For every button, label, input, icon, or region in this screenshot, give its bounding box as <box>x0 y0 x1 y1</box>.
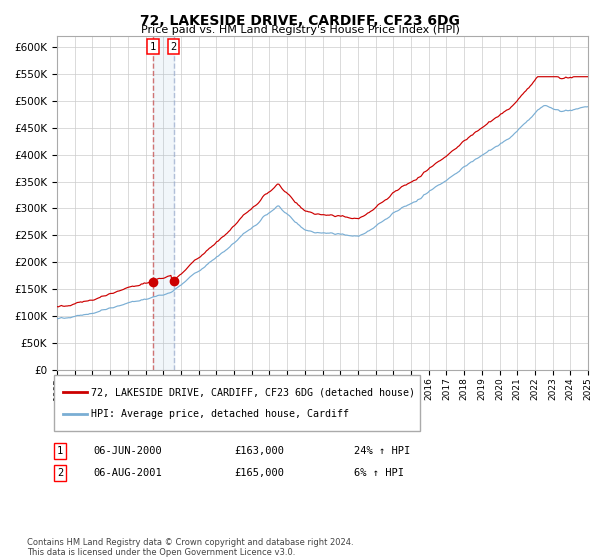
Text: 72, LAKESIDE DRIVE, CARDIFF, CF23 6DG (detached house): 72, LAKESIDE DRIVE, CARDIFF, CF23 6DG (d… <box>91 387 415 397</box>
Text: Price paid vs. HM Land Registry's House Price Index (HPI): Price paid vs. HM Land Registry's House … <box>140 25 460 35</box>
Text: 6% ↑ HPI: 6% ↑ HPI <box>354 468 404 478</box>
Text: 06-JUN-2000: 06-JUN-2000 <box>93 446 162 456</box>
Bar <box>153 36 173 370</box>
Text: 06-AUG-2001: 06-AUG-2001 <box>93 468 162 478</box>
Text: HPI: Average price, detached house, Cardiff: HPI: Average price, detached house, Card… <box>91 409 349 419</box>
Text: 1: 1 <box>150 42 156 52</box>
Text: 2: 2 <box>170 42 176 52</box>
Text: Contains HM Land Registry data © Crown copyright and database right 2024.
This d: Contains HM Land Registry data © Crown c… <box>27 538 353 557</box>
Text: 72, LAKESIDE DRIVE, CARDIFF, CF23 6DG: 72, LAKESIDE DRIVE, CARDIFF, CF23 6DG <box>140 14 460 28</box>
Text: 2: 2 <box>57 468 63 478</box>
Text: 1: 1 <box>57 446 63 456</box>
Text: £165,000: £165,000 <box>234 468 284 478</box>
Text: £163,000: £163,000 <box>234 446 284 456</box>
Text: 24% ↑ HPI: 24% ↑ HPI <box>354 446 410 456</box>
